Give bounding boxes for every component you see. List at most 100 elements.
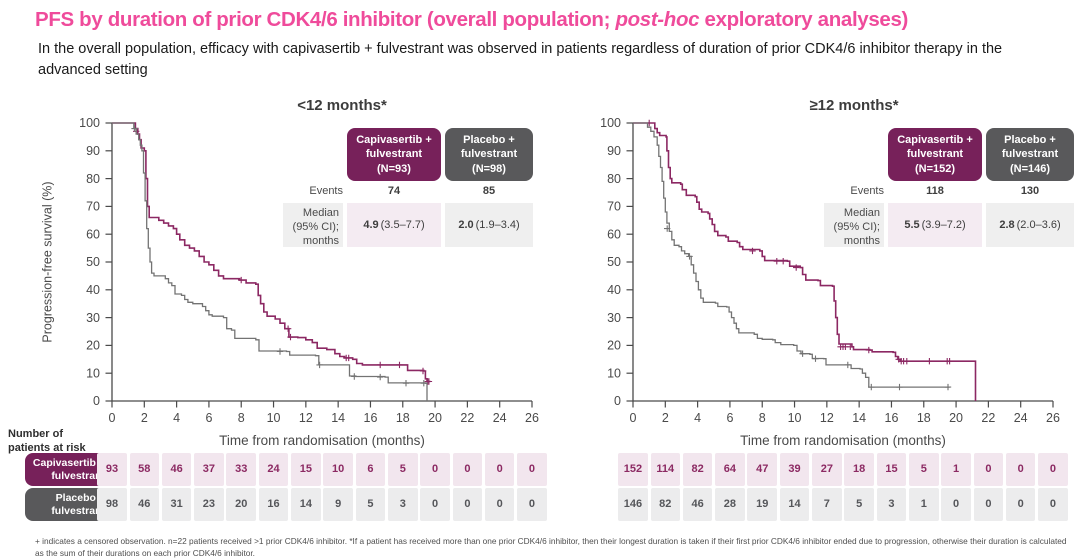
x-tick-label: 12	[820, 411, 834, 425]
x-tick-label: 2	[662, 411, 669, 425]
x-tick-label: 4	[173, 411, 180, 425]
risk-count-cell: 0	[420, 453, 450, 486]
page-title-post: exploratory analyses)	[699, 8, 909, 31]
stats-header-spacer	[824, 128, 884, 181]
stats-header-row: Capivasertib + fulvestrant (N=152) Place…	[824, 128, 1074, 181]
risk-count-cell: 0	[1005, 453, 1036, 486]
x-tick-label: 16	[364, 411, 378, 425]
risk-count-cell: 5	[844, 488, 874, 521]
median-capivasertib-value: 4.9	[363, 219, 379, 231]
subtitle: In the overall population, efficacy with…	[38, 41, 1003, 79]
risk-count-cell: 82	[650, 488, 681, 521]
censor-mark	[946, 358, 953, 365]
stats-table-lt12: Capivasertib + fulvestrant (N=93) Placeb…	[283, 128, 533, 247]
censor-mark	[844, 361, 851, 369]
risk-count-cell: 15	[291, 453, 321, 486]
median-capivasertib-ci: (3.5–7.7)	[380, 219, 425, 231]
risk-count-cell: 18	[844, 453, 874, 486]
risk-count-cell: 0	[517, 453, 547, 486]
censor-mark	[284, 325, 292, 332]
risk-count-cell: 0	[452, 488, 483, 521]
risk-count-cell: 9	[323, 488, 353, 521]
x-tick-label: 10	[267, 411, 281, 425]
risk-count-cell: 24	[258, 453, 289, 486]
events-row: Events 74 85	[283, 183, 533, 200]
page-title-italic: post-hoc	[615, 8, 700, 31]
censor-mark	[903, 358, 910, 365]
censor-mark	[865, 346, 872, 354]
median-placebo-ci: (1.9–3.4)	[475, 219, 520, 231]
arm-header-placebo: Placebo + fulvestrant (N=146)	[986, 128, 1074, 181]
censor-mark	[749, 247, 756, 255]
risk-count-cell: 152	[618, 453, 648, 486]
censor-mark	[847, 343, 854, 350]
footnote: + indicates a censored observation. n=22…	[35, 536, 1067, 559]
y-tick-label: 40	[86, 283, 100, 297]
x-tick-label: 12	[299, 411, 313, 425]
censor-mark	[780, 258, 787, 265]
censor-mark	[131, 125, 138, 132]
risk-count-cell: 10	[323, 453, 353, 486]
risk-count-cell: 93	[97, 453, 127, 486]
x-tick-label: 18	[396, 411, 410, 425]
median-placebo: 2.8 (2.0–3.6)	[986, 203, 1074, 247]
y-tick-label: 50	[607, 255, 621, 269]
y-tick-label: 0	[93, 394, 100, 408]
risk-count-cell: 1	[908, 488, 939, 521]
y-tick-label: 30	[86, 311, 100, 325]
x-tick-label: 8	[238, 411, 245, 425]
censor-mark	[944, 383, 952, 391]
risk-count-cell: 82	[682, 453, 713, 486]
x-tick-label: 0	[109, 411, 116, 425]
x-tick-label: 0	[630, 411, 637, 425]
risk-count-cell: 15	[876, 453, 907, 486]
y-tick-label: 70	[86, 200, 100, 214]
x-tick-label: 22	[981, 411, 995, 425]
y-tick-label: 30	[607, 311, 621, 325]
risk-count-cell: 14	[291, 488, 321, 521]
events-label: Events	[309, 185, 343, 197]
placebo-fulvestrant-curve	[112, 122, 428, 401]
x-tick-label: 20	[428, 411, 442, 425]
median-label: Median (95% CI); months	[283, 203, 343, 247]
page-title: PFS by duration of prior CDK4/6 inhibito…	[35, 8, 908, 32]
risk-count-cell: 46	[129, 488, 160, 521]
median-capivasertib-value: 5.5	[904, 219, 920, 231]
risk-count-cell: 20	[226, 488, 257, 521]
page-title-pre: PFS by duration of prior CDK4/6 inhibito…	[35, 8, 616, 31]
events-label: Events	[850, 185, 884, 197]
risk-count-cell: 27	[812, 453, 842, 486]
risk-count-cell: 5	[908, 453, 939, 486]
censor-mark	[377, 361, 384, 369]
x-tick-label: 18	[917, 411, 931, 425]
censor-mark	[238, 276, 245, 284]
risk-count-cell: 19	[747, 488, 778, 521]
censor-mark	[287, 333, 294, 341]
risk-count-cell: 0	[452, 453, 483, 486]
x-tick-label: 6	[205, 411, 212, 425]
x-tick-label: 2	[141, 411, 148, 425]
median-capivasertib: 5.5 (3.9–7.2)	[888, 203, 982, 247]
censor-mark	[664, 225, 671, 232]
risk-count-cell: 28	[715, 488, 745, 521]
risk-table-label: Number of patients at risk	[8, 428, 86, 454]
y-tick-label: 90	[607, 144, 621, 158]
censor-mark	[773, 258, 780, 265]
risk-count-cell: 98	[97, 488, 127, 521]
risk-count-cell: 46	[161, 453, 192, 486]
x-tick-label: 24	[493, 411, 507, 425]
y-tick-label: 80	[86, 172, 100, 186]
censor-mark	[425, 378, 433, 385]
censor-mark	[351, 373, 358, 380]
censor-mark	[276, 348, 284, 355]
risk-count-cell: 37	[194, 453, 224, 486]
x-axis-label: Time from randomisation (months)	[740, 433, 946, 448]
median-placebo-value: 2.8	[999, 219, 1015, 231]
x-tick-label: 8	[759, 411, 766, 425]
y-tick-label: 20	[86, 339, 100, 353]
events-placebo: 130	[1020, 185, 1040, 197]
y-tick-label: 0	[614, 394, 621, 408]
risk-count-cell: 0	[1005, 488, 1036, 521]
risk-count-cell: 0	[484, 488, 515, 521]
censor-mark	[402, 380, 410, 387]
